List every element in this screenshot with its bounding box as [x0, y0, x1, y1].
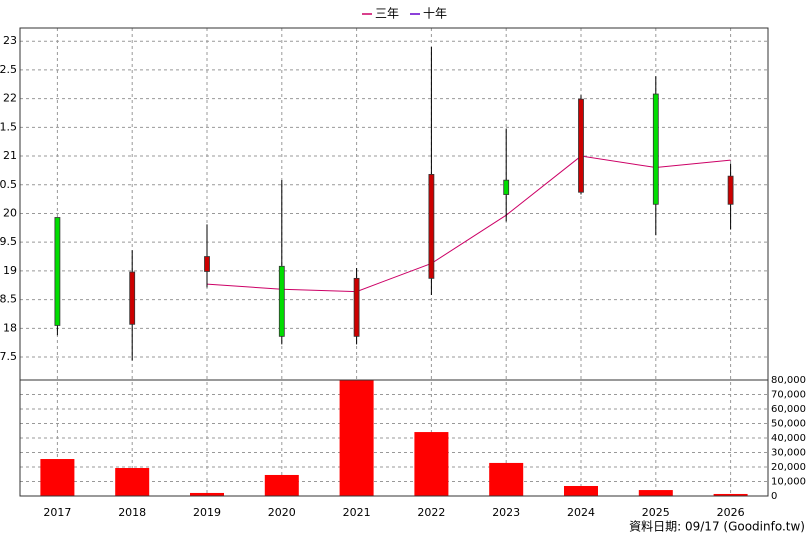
y-tick-label: 22: [3, 92, 17, 105]
y2-tick-label: 40,000: [771, 433, 806, 444]
x-tick-label: 2022: [417, 506, 445, 519]
candle-body: [503, 179, 510, 195]
bar: [339, 380, 374, 496]
y-tick-label: 20: [3, 206, 17, 219]
candle-body: [54, 217, 61, 326]
footer: 資料日期: 09/17 (Goodinfo.tw): [629, 520, 805, 534]
candle-body: [353, 277, 360, 337]
candle-body: [204, 256, 210, 272]
x-tick-label: 2026: [717, 506, 745, 519]
y-tick-label: 23: [3, 34, 17, 47]
y2-tick-label: 60,000: [771, 404, 806, 415]
y-tick-label: 1.5: [0, 120, 17, 133]
x-tick-label: 2021: [343, 506, 371, 519]
candle-body: [578, 98, 584, 193]
y-tick-label: 0.5: [0, 178, 17, 191]
y-tick-label: 21: [3, 149, 17, 162]
y-tick-label: 19: [3, 264, 17, 277]
y2-tick-label: 80,000: [771, 375, 806, 386]
bar: [414, 432, 449, 496]
candle-body: [129, 271, 136, 325]
x-tick-label: 2024: [567, 506, 595, 519]
bar: [264, 474, 299, 496]
x-tick-label: 2017: [43, 506, 71, 519]
plot-frame: [19, 27, 769, 497]
line-series: [206, 155, 731, 293]
x-tick-label: 2023: [492, 506, 520, 519]
y-tick-label: 7.5: [0, 350, 17, 363]
y2-tick-label: 30,000: [771, 448, 806, 459]
candle-body: [428, 174, 435, 279]
candle-body: [652, 93, 659, 205]
y-tick-label: 2.5: [0, 63, 17, 76]
legend-label: 十年: [423, 7, 447, 21]
y2-tick-label: 70,000: [771, 390, 806, 401]
y2-tick-label: 10,000: [771, 477, 806, 488]
bar: [713, 493, 748, 496]
candle-body: [727, 175, 734, 205]
y-tick-label: 8.5: [0, 293, 17, 306]
x-tick-label: 2018: [118, 506, 146, 519]
y2-tick-label: 0: [771, 491, 777, 502]
y-tick-label: 18: [3, 321, 17, 334]
candle-body: [278, 265, 285, 337]
y-tick-label: 9.5: [0, 235, 17, 248]
x-tick-label: 2019: [193, 506, 221, 519]
y2-tick-label: 20,000: [771, 462, 806, 473]
bar: [564, 485, 598, 496]
bar: [40, 459, 75, 496]
bar: [638, 490, 673, 496]
bar: [115, 468, 150, 496]
legend-label: 三年: [375, 7, 399, 21]
bar: [489, 462, 524, 496]
x-tick-label: 2020: [268, 506, 296, 519]
y2-tick-label: 50,000: [771, 419, 806, 430]
x-tick-label: 2025: [642, 506, 670, 519]
bar: [190, 492, 224, 496]
